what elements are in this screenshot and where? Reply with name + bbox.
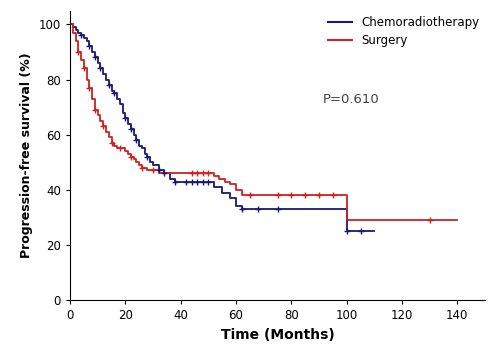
Surgery: [216, 176, 222, 181]
Text: P=0.610: P=0.610: [323, 93, 380, 106]
Surgery: [108, 141, 114, 145]
Legend: Chemoradiotherapy, Surgery: Chemoradiotherapy, Surgery: [328, 17, 479, 47]
Y-axis label: Progression-free survival (%): Progression-free survival (%): [20, 53, 33, 258]
Surgery: [67, 22, 73, 26]
Line: Chemoradiotherapy: Chemoradiotherapy: [70, 24, 374, 231]
Line: Surgery: Surgery: [70, 24, 458, 220]
Chemoradiotherapy: [72, 28, 78, 32]
Surgery: [92, 108, 98, 112]
Surgery: [84, 77, 89, 82]
Chemoradiotherapy: [200, 179, 206, 184]
Chemoradiotherapy: [372, 229, 378, 233]
Chemoradiotherapy: [194, 179, 200, 184]
Chemoradiotherapy: [108, 88, 114, 92]
X-axis label: Time (Months): Time (Months): [220, 328, 334, 342]
Surgery: [72, 39, 78, 43]
Chemoradiotherapy: [67, 22, 73, 26]
Surgery: [150, 168, 156, 173]
Chemoradiotherapy: [76, 30, 82, 35]
Chemoradiotherapy: [134, 138, 140, 142]
Surgery: [344, 218, 349, 222]
Chemoradiotherapy: [344, 229, 349, 233]
Surgery: [454, 218, 460, 222]
